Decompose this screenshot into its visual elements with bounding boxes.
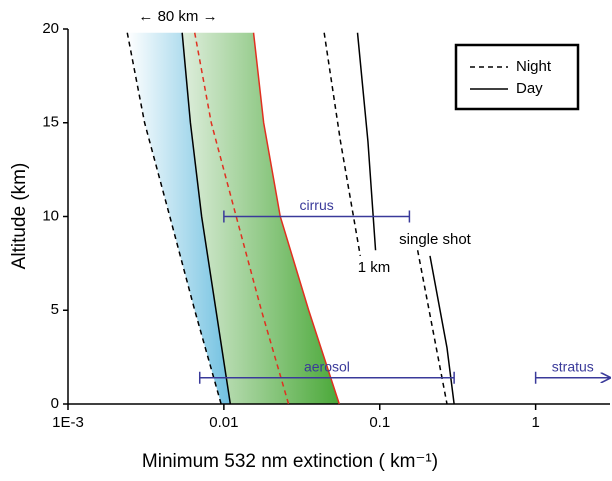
- x-axis-label: Minimum 532 nm extinction ( km⁻¹): [142, 451, 438, 472]
- annotation: ← 80 km →: [138, 8, 217, 25]
- shaded-region: [127, 32, 231, 404]
- annotation: single shot: [399, 231, 472, 248]
- curve: [126, 32, 222, 405]
- annotation: 1 km: [358, 259, 391, 276]
- curve: [429, 255, 455, 405]
- y-tick-label: 15: [42, 114, 59, 131]
- legend-box: [454, 43, 580, 111]
- curve: [356, 32, 377, 251]
- range-label: stratus: [552, 358, 594, 374]
- curve: [181, 32, 232, 405]
- range-label: aerosol: [304, 358, 350, 374]
- legend-label: Day: [516, 80, 543, 97]
- x-tick-label: 0.01: [209, 414, 238, 431]
- curve: [193, 32, 290, 405]
- legend-label: Night: [516, 58, 552, 75]
- y-tick-label: 20: [42, 20, 59, 37]
- range-label: cirrus: [300, 197, 334, 213]
- x-tick-label: 1: [531, 414, 539, 431]
- shaded-region: [182, 32, 340, 404]
- y-axis-label: Altitude (km): [9, 163, 30, 270]
- y-tick-label: 5: [51, 301, 59, 318]
- x-tick-label: 1E-3: [52, 414, 84, 431]
- x-tick-label: 0.1: [369, 414, 390, 431]
- curve: [323, 32, 362, 257]
- y-tick-label: 10: [42, 207, 59, 224]
- y-tick-label: 0: [51, 395, 59, 412]
